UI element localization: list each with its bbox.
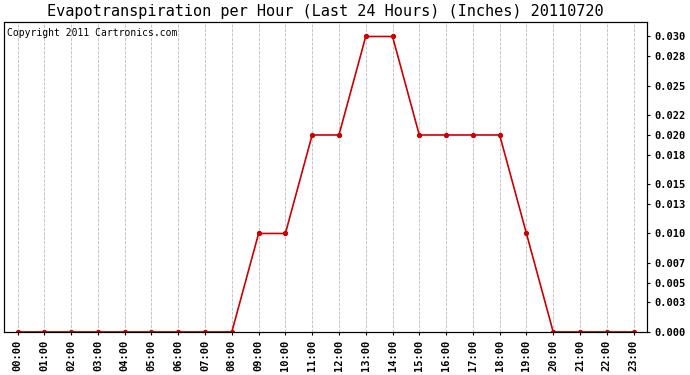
Text: Copyright 2011 Cartronics.com: Copyright 2011 Cartronics.com [8, 28, 178, 38]
Title: Evapotranspiration per Hour (Last 24 Hours) (Inches) 20110720: Evapotranspiration per Hour (Last 24 Hou… [47, 4, 604, 19]
